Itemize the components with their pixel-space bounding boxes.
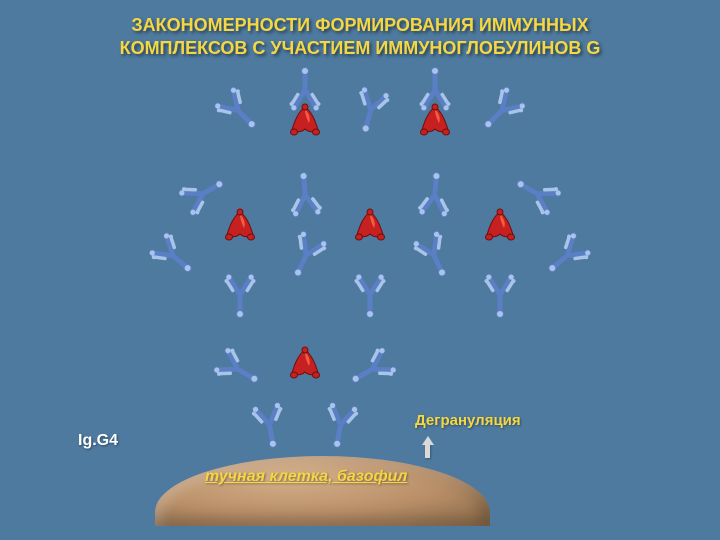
antigen	[280, 100, 330, 155]
antibody	[347, 272, 393, 323]
antibody	[273, 225, 336, 291]
antigen	[410, 100, 460, 155]
immune-complex-lattice	[140, 80, 560, 310]
antigen	[215, 205, 265, 260]
antigen	[345, 205, 395, 260]
antibody-icon	[342, 82, 398, 138]
degranulation-label: Дегрануляция	[415, 412, 521, 429]
antibody-icon	[410, 170, 460, 220]
antibody	[280, 165, 330, 220]
antigen	[280, 343, 330, 398]
antibody-icon	[141, 223, 206, 288]
ig-label: Ig.G4	[78, 432, 118, 450]
antigen-icon	[345, 205, 395, 255]
antibody	[531, 223, 600, 291]
mast-cell	[155, 456, 490, 526]
cell-label: тучная клетка, базофил	[205, 468, 407, 486]
antibody	[341, 82, 399, 143]
antibody-icon	[314, 398, 367, 451]
antibody	[206, 78, 275, 147]
antibody	[217, 272, 263, 323]
antibody-icon	[280, 170, 330, 220]
antibody	[336, 338, 403, 403]
antigen	[475, 205, 525, 260]
antibody-icon	[347, 272, 393, 318]
antigen-icon	[475, 205, 525, 255]
antibody-icon	[206, 78, 271, 143]
antibody-icon	[275, 225, 336, 286]
antigen-icon	[215, 205, 265, 255]
antibody-icon	[469, 78, 534, 143]
antibody-icon	[206, 338, 269, 401]
antibody	[477, 272, 523, 323]
slide-title: ЗАКОНОМЕРНОСТИ ФОРМИРОВАНИЯ ИММУННЫХКОМП…	[0, 14, 720, 61]
antibody-icon	[217, 272, 263, 318]
antigen-icon	[280, 343, 330, 393]
antibody-icon	[535, 223, 600, 288]
antibody	[410, 165, 460, 220]
antibody	[206, 338, 273, 403]
antibody	[141, 223, 210, 291]
antibody	[243, 398, 297, 456]
antibody-icon	[243, 398, 296, 451]
antigen-icon	[280, 100, 330, 150]
antigen-icon	[410, 100, 460, 150]
title-line1: ЗАКОНОМЕРНОСТИ ФОРМИРОВАНИЯ ИММУННЫХ	[0, 14, 720, 37]
antibody	[466, 78, 535, 147]
title-line2: КОМПЛЕКСОВ С УЧАСТИЕМ ИММУНОГЛОБУЛИНОВ G	[0, 37, 720, 60]
antibody-icon	[477, 272, 523, 318]
arrow-up-head-icon	[422, 436, 434, 445]
antibody-icon	[341, 338, 404, 401]
antibody	[403, 225, 466, 291]
antibody-icon	[403, 225, 464, 286]
bound-complex	[210, 350, 430, 470]
antibody	[313, 398, 367, 456]
